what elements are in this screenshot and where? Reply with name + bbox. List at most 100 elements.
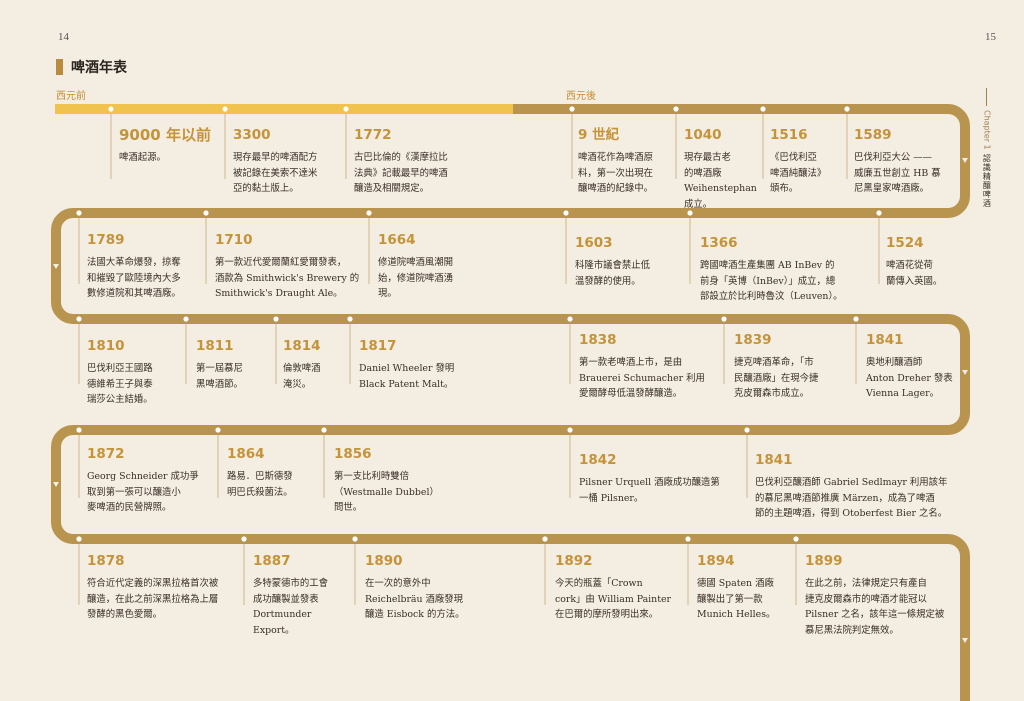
event-year: 1887 [253,553,291,569]
timeline-dot [876,210,882,216]
timeline-dot [76,210,82,216]
event-text: 第一款老啤酒上市，是由 Brauerei Schumacher 利用 愛爾酵母低溫發… [579,357,705,399]
event-text: 啤酒起源。 [119,152,166,163]
event-text: 符合近代定義的深黑拉格首次被 釀造，在此之前深黑拉格為上層 發酵的黑色愛爾。 [87,578,219,620]
direction-arrow-icon [962,638,968,643]
event-text: 第一支比利時雙倍 （Westmalle Dubbel） 問世。 [334,471,439,513]
timeline-dot [569,106,575,112]
event-text: 在一次的意外中 Reichelbräu 酒廠發現 釀造 Eisbock 的方法。 [365,578,465,620]
timeline-event-1838: 1838 第一款老啤酒上市，是由 Brauerei Schumacher 利用 愛爾… [579,332,727,402]
event-year: 1894 [697,553,735,569]
event-year: 1524 [886,235,924,251]
event-year: 1589 [854,127,892,143]
timeline-event-1878: 1878 符合近代定義的深黑拉格首次被 釀造，在此之前深黑拉格為上層 發酵的黑色愛爾… [87,553,235,623]
timeline-bar-bc [55,104,513,114]
direction-arrow-icon [53,264,59,269]
event-text: 德國 Spaten 酒廠 釀製出了第一款 Munich Helles。 [697,578,776,620]
timeline-dot [721,316,727,322]
event-year: 1040 [684,127,722,143]
timeline-event-1040: 1040 現存最古老 的啤酒廠 Weihenstephan 成立。 [684,127,766,212]
timeline-dot [241,536,247,542]
page-title: 啤酒年表 [71,60,127,76]
timeline-dot [760,106,766,112]
timeline-dot [563,210,569,216]
event-year: 1872 [87,446,125,462]
event-year: 1664 [378,232,416,248]
timeline-dot [687,210,693,216]
event-year: 9 世紀 [578,127,620,143]
event-text: 多特蒙德市的工會 成功釀製並發表 Dortmunder Export。 [253,578,329,636]
timeline-event-1603: 1603 科隆市議會禁止低 溫發酵的使用。 [575,235,675,289]
timeline-dot [567,316,573,322]
event-year: 1841 [866,332,904,348]
timeline-dot [853,316,859,322]
event-text: 巴伐利亞大公 —— 威廉五世創立 HB 慕尼黑皇家啤酒廠。 [854,152,941,194]
event-year: 1603 [575,235,613,251]
event-year: 1814 [283,338,321,354]
event-text: 現存最古老 的啤酒廠 Weihenstephan 成立。 [684,152,757,210]
timeline-event-1811: 1811 第一屆慕尼 黑啤酒節。 [196,338,276,392]
event-text: 啤酒花作為啤酒原 料，第一次出現在 釀啤酒的紀錄中。 [578,152,654,194]
timeline-event-1872: 1872 Georg Schneider 成功爭 取到第一張可以釀造小 麥啤酒的民營… [87,446,217,516]
event-text: 第一屆慕尼 黑啤酒節。 [196,363,243,390]
event-year: 1841 [755,452,793,468]
side-divider [985,88,987,106]
direction-arrow-icon [962,370,968,375]
timeline-dot [844,106,850,112]
timeline-event-1841-vienna: 1841 奧地利釀酒師 Anton Dreher 發表 Vienna Lager。 [866,332,956,402]
event-year: 1890 [365,553,403,569]
event-year: 9000 年以前 [119,126,211,144]
event-text: 法國大革命爆發，掠奪 和摧毀了歐陸境內大多 數修道院和其啤酒廠。 [87,257,181,299]
event-year: 1811 [196,338,234,354]
timeline-event-1842: 1842 Pilsner Urquell 酒廠成功釀造第 一桶 Pilsner。 [579,452,739,506]
timeline-event-3300bc: 3300 現存最早的啤酒配方 被記錄在美索不達米 亞的黏土版上。 [233,127,353,197]
timeline-event-1710: 1710 第一款近代愛爾蘭紅愛爾發表， 酒款為 Smithwick's Brewe… [215,232,375,302]
event-text: 修道院啤酒風潮開 始，修道院啤酒湧 現。 [378,257,454,299]
timeline-dot [215,427,221,433]
event-year: 1899 [805,553,843,569]
event-year: 3300 [233,127,271,143]
timeline-dot [321,427,327,433]
timeline-event-1887: 1887 多特蒙德市的工會 成功釀製並發表 Dortmunder Export。 [253,553,353,638]
timeline-dot [76,427,82,433]
event-text: Pilsner Urquell 酒廠成功釀造第 一桶 Pilsner。 [579,477,720,504]
timeline-event-1664: 1664 修道院啤酒風潮開 始，修道院啤酒湧 現。 [378,232,498,302]
timeline-dot [352,536,358,542]
timeline-path [51,104,970,701]
timeline-event-1892: 1892 今天的瓶蓋「Crown cork」由 William Painter 在巴… [555,553,680,623]
timeline-dot [222,106,228,112]
event-year: 1842 [579,452,617,468]
chapter-title: 認識精釀啤酒 [982,153,992,208]
direction-arrow-icon [53,482,59,487]
page-number-right: 15 [985,31,996,43]
event-year: 1810 [87,338,125,354]
timeline-event-9000bc: 9000 年以前 啤酒起源。 [119,127,231,166]
event-year: 1366 [700,235,738,251]
timeline-event-1856: 1856 第一支比利時雙倍 （Westmalle Dubbel） 問世。 [334,446,454,516]
timeline-dot [542,536,548,542]
timeline-event-1516: 1516 《巴伐利亞 啤酒純釀法》 頒布。 [770,127,850,197]
timeline-event-1772bc: 1772 古巴比倫的《漢摩拉比 法典》記載最早的啤酒 釀造及相關規定。 [354,127,504,197]
chapter-label: Chapter 1 [982,110,992,150]
event-year: 1864 [227,446,265,462]
timeline-dot [673,106,679,112]
timeline-event-1810: 1810 巴伐利亞王國路 德維希王子與泰 瑞莎公主結婚。 [87,338,187,408]
timeline-event-1817: 1817 Daniel Wheeler 發明 Black Patent Malt。 [359,338,479,392]
event-year: 1772 [354,127,392,143]
timeline-event-1589: 1589 巴伐利亞大公 —— 威廉五世創立 HB 慕尼黑皇家啤酒廠。 [854,127,959,197]
timeline-dot [347,316,353,322]
event-text: 捷克啤酒革命，「市 民釀酒廠」在現今捷 克皮爾森市成立。 [734,357,819,399]
event-text: Daniel Wheeler 發明 Black Patent Malt。 [359,363,455,390]
title-marker [56,59,63,75]
event-text: 奧地利釀酒師 Anton Dreher 發表 Vienna Lager。 [866,357,953,399]
event-year: 1878 [87,553,125,569]
era-label-ad: 西元後 [566,91,596,102]
event-year: 1516 [770,127,808,143]
timeline-dot [793,536,799,542]
timeline-dot [366,210,372,216]
event-text: 在此之前，法律規定只有產自 捷克皮爾森市的啤酒才能冠以 Pilsner 之名，該年這… [805,578,945,636]
timeline-dot [685,536,691,542]
timeline-dot [273,316,279,322]
event-year: 1838 [579,332,617,348]
timeline-event-1899: 1899 在此之前，法律規定只有產自 捷克皮爾森市的啤酒才能冠以 Pilsner 之… [805,553,955,638]
